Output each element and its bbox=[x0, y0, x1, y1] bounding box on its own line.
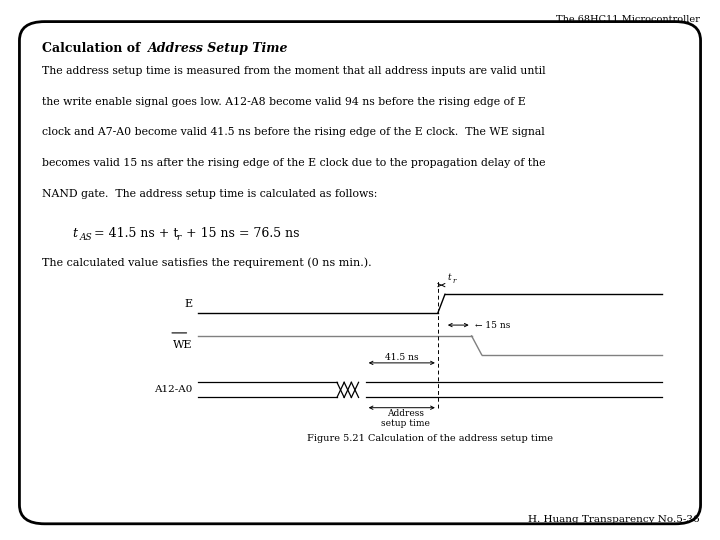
Text: the write enable signal goes low. A12-A8 become valid 94 ns before the rising ed: the write enable signal goes low. A12-A8… bbox=[42, 97, 526, 107]
Text: AS: AS bbox=[79, 233, 92, 242]
Text: NAND gate.  The address setup time is calculated as follows:: NAND gate. The address setup time is cal… bbox=[42, 189, 377, 199]
Text: r: r bbox=[176, 233, 181, 242]
Text: ← 15 ns: ← 15 ns bbox=[475, 321, 510, 329]
Text: E: E bbox=[184, 299, 192, 309]
FancyBboxPatch shape bbox=[19, 22, 701, 524]
Text: The calculated value satisfies the requirement (0 ns min.).: The calculated value satisfies the requi… bbox=[42, 257, 372, 268]
Text: t: t bbox=[447, 273, 451, 282]
Text: Calculation of: Calculation of bbox=[42, 42, 145, 55]
Text: r: r bbox=[452, 276, 456, 285]
Text: = 41.5 ns + t: = 41.5 ns + t bbox=[90, 227, 179, 240]
Text: clock and A7-A0 become valid 41.5 ns before the rising edge of the E clock.  The: clock and A7-A0 become valid 41.5 ns bef… bbox=[42, 127, 544, 138]
Text: Figure 5.21 Calculation of the address setup time: Figure 5.21 Calculation of the address s… bbox=[307, 434, 553, 443]
Text: The address setup time is measured from the moment that all address inputs are v: The address setup time is measured from … bbox=[42, 66, 545, 76]
Text: H. Huang Transparency No.5-36: H. Huang Transparency No.5-36 bbox=[528, 515, 700, 524]
Text: t: t bbox=[72, 227, 77, 240]
Text: The 68HC11 Microcontroller: The 68HC11 Microcontroller bbox=[556, 15, 700, 24]
Text: 41.5 ns: 41.5 ns bbox=[385, 353, 418, 362]
Text: A12-A0: A12-A0 bbox=[154, 386, 192, 394]
Text: Address Setup Time: Address Setup Time bbox=[148, 42, 289, 55]
Text: Address
setup time: Address setup time bbox=[381, 409, 430, 428]
Text: becomes valid 15 ns after the rising edge of the E clock due to the propagation : becomes valid 15 ns after the rising edg… bbox=[42, 158, 545, 168]
Text: + 15 ns = 76.5 ns: + 15 ns = 76.5 ns bbox=[182, 227, 300, 240]
Text: WE: WE bbox=[173, 340, 192, 350]
